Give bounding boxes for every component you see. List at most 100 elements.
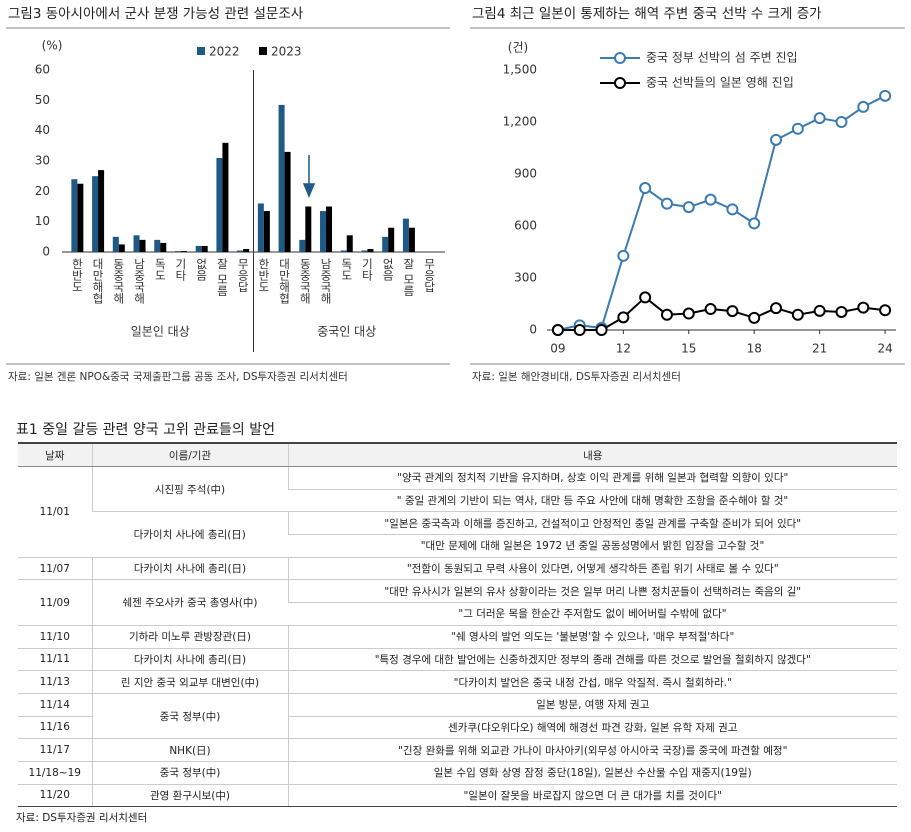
y-tick-label: 1,200 [503,115,537,129]
x-tick-label: 독도 [153,258,167,281]
bar [382,236,389,252]
x-tick-label: 21 [812,342,827,356]
bar [278,104,285,252]
y-tick-label: 0 [42,245,50,259]
bar [201,245,208,252]
x-tick-label: 기타 [360,258,374,281]
x-tick-label: 무응답 [423,258,437,293]
group-label: 일본인 대상 [131,325,190,339]
table-row: "대만 문제에 대해 일본은 1972 년 중일 공동성명에서 밝힌 입장을 고… [18,534,897,558]
y-unit: (%) [42,39,63,53]
bar [263,211,270,252]
x-tick-label: 대만해협 [91,258,105,304]
bar [118,244,125,252]
point [639,182,652,195]
point [617,249,630,262]
bar [98,170,105,252]
content-cell: 일본 방문, 여행 자제 권고 [287,693,897,717]
x-tick-label: 없음 [195,258,209,281]
x-tick-label: 남중국해 [319,258,333,305]
y-tick-label: 600 [514,219,537,233]
bar [299,239,306,252]
table-row: 11/17 NHK(日) "긴장 완화를 위해 외교관 가나이 마사아키(외무성 아… [18,738,897,762]
point [791,122,804,135]
bar [216,157,223,252]
bar [112,236,119,252]
name-cell: 관영 환구시보(中) [91,784,288,808]
name-cell: 다카이치 사나에 총리(日) [91,648,288,672]
table-row: 11/20 관영 환구시보(中) "일본이 잘못을 바로잡지 않으면 더 큰 대가를… [18,784,897,808]
legend-label: 2022 [209,45,240,59]
chart-title: 그림4 최근 일본이 통제하는 해역 주변 중국 선박 수 크게 증가 [472,6,822,22]
date-cell: 11/13 [18,670,92,694]
content-cell: "대만 유사시가 일본의 유사 상황이라는 것은 일부 머리 나쁜 정치꾼들이 … [287,579,897,604]
bar [154,239,161,252]
legend-swatch [259,47,267,55]
point [879,304,892,317]
bar [361,250,368,252]
x-tick-label: 동중국해 [112,258,126,305]
date-cell: 11/20 [18,784,92,808]
name-cell: 쉐젠 주오사카 중국 총영사(中) [91,579,288,626]
source: 자료: 일본 해안경비대, DS투자증권 리서치센터 [472,370,681,383]
point [573,324,586,336]
content-cell: "긴장 완화를 위해 외교관 가나이 마사아키(외무성 아시아국 국장)를 중국… [287,738,897,762]
bar [195,245,202,252]
bar [133,235,140,252]
date-cell: 11/18~19 [18,761,92,785]
point [682,201,695,214]
content-cell: "특정 경우에 대한 발언에는 신중하겠지만 정부의 종래 견해를 따른 것으로… [287,648,897,672]
x-tick-label: 없음 [381,258,395,281]
bar [305,206,312,252]
legend-swatch [197,47,205,55]
legend-label: 중국 선박들의 일본 영해 진입 [646,76,794,90]
x-tick-label: 12 [616,342,631,356]
table-row: 11/10 기하라 미노루 관방장관(日) "쉐 영사의 발언 의도는 '불분명'할… [18,625,897,649]
bar [237,250,244,252]
table-row: 11/14 중국 정부(中) 일본 방문, 여행 자제 권고 [18,693,897,740]
table-row: "그 더러운 목을 한순간 주저함도 없이 베어버릴 수밖에 없다" [18,602,897,626]
point [726,203,739,216]
bar [367,248,374,252]
content-cell: "대만 문제에 대해 일본은 1972 년 중일 공동성명에서 밝힌 입장을 고… [288,534,897,558]
x-tick-label: 09 [550,342,565,356]
table-source: 자료: DS투자증권 리서치센터 [16,812,148,824]
bar [320,211,327,252]
legend-label: 중국 정부 선박의 섬 주변 진입 [646,51,798,65]
y-unit: (건) [508,41,528,55]
y-tick-label: 20 [35,184,50,198]
content-cell: " 중일 관계의 기반이 되는 역사, 대만 등 주요 사안에 대해 명확한 조… [288,489,897,513]
name-cell: 중국 정부(中) [91,693,288,740]
table-row: 11/18~19 중국 정부(中) 일본 수입 영화 상영 잠정 중단(18일), … [18,761,897,785]
name-cell: 중국 정부(中) [91,761,288,785]
x-tick-label: 한반도 [257,258,271,293]
table-row: 11/07 다카이치 사나에 총리(日) "전함이 동원되고 무력 사용이 있다면,… [18,557,897,581]
bar [71,179,78,252]
header-row: 날짜 이름/기관 내용 [18,442,897,467]
chart-title: 그림3 동아시아에서 군사 분쟁 가능성 관련 설문조사 [8,6,304,22]
bar [160,242,167,252]
content-cell: "쉐 영사의 발언 의도는 '불분명'할 수 있으나, '매우 부적절'하다" [287,625,897,649]
bar [222,142,229,252]
content-cell: "다카이치 발언은 중국 내정 간섭, 매우 악질적. 즉시 철회하라." [287,670,897,694]
point [770,133,783,146]
bar [326,206,333,252]
point [770,302,783,315]
point [879,89,892,102]
name-cell: 다카이치 사나에 총리(日) [91,557,288,581]
x-tick-label: 동중국해 [298,258,312,305]
table-row: 11/09 쉐젠 주오사카 중국 총영사(中) "대만 유사시가 일본의 유사 상황… [18,579,897,626]
bar [243,248,250,252]
point [791,308,804,321]
group-label: 중국인 대상 [317,325,376,339]
x-tick-label: 대만해협 [278,258,292,304]
y-tick-label: 10 [35,214,50,228]
bar [402,218,409,252]
point [748,311,761,324]
x-tick-label: 잘 모름 [215,257,229,296]
point [835,116,848,128]
y-tick-label: 900 [514,167,537,181]
bar [388,227,395,252]
y-tick-label: 300 [514,271,537,285]
